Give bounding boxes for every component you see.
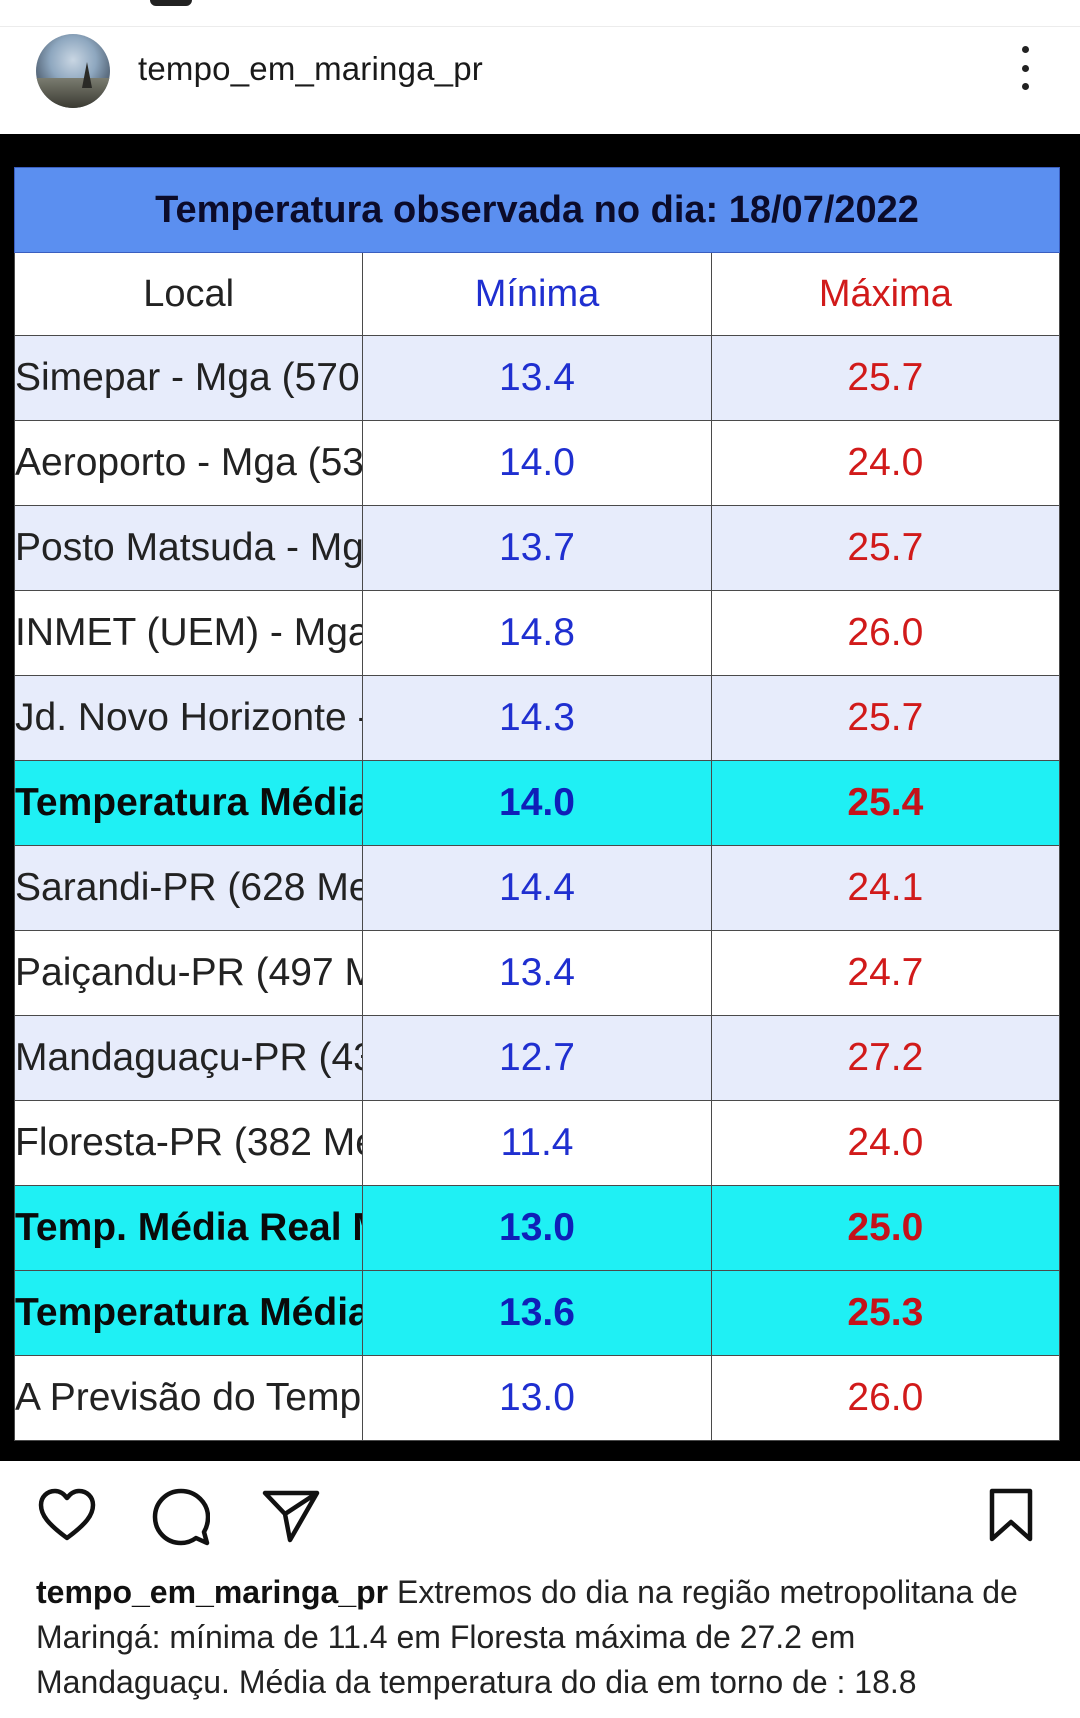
table-row: Temperatura Média Real da Região13.625.3 [13, 1270, 1061, 1356]
row-max: 26.0 [710, 590, 1061, 676]
row-local: Temperatura Média Real Maringá [13, 760, 364, 846]
row-local: Aeroporto - Mga (530 Metros) [13, 420, 364, 506]
row-max: 24.7 [710, 930, 1061, 1016]
row-max: 25.7 [710, 505, 1061, 591]
row-local: Temperatura Média Real da Região [13, 1270, 364, 1356]
table-row: Temp. Média Real Munic. Vizinhos13.025.0 [13, 1185, 1061, 1271]
row-min: 14.0 [362, 760, 712, 846]
table-row: Jd. Novo Horizonte - Mga (529 Metros)14.… [13, 675, 1061, 761]
row-max: 24.1 [710, 845, 1061, 931]
row-local: Temp. Média Real Munic. Vizinhos [13, 1185, 364, 1271]
row-max: 26.0 [710, 1355, 1061, 1441]
table-title-row: Temperatura observada no dia: 18/07/2022 [14, 167, 1060, 253]
row-min: 14.0 [362, 420, 712, 506]
bookmark-icon[interactable] [988, 1488, 1034, 1542]
row-max: 25.3 [710, 1270, 1061, 1356]
heart-icon[interactable] [38, 1488, 96, 1542]
row-max: 27.2 [710, 1015, 1061, 1101]
header-max: Máxima [710, 252, 1061, 336]
row-local: Mandaguaçu-PR (436 Metros) [13, 1015, 364, 1101]
row-min: 14.3 [362, 675, 712, 761]
row-local: Simepar - Mga (570 Metros) [13, 335, 364, 421]
table-row: Aeroporto - Mga (530 Metros)14.024.0 [13, 420, 1061, 506]
avatar[interactable] [36, 34, 110, 108]
post-caption: tempo_em_maringa_pr Extremos do dia na r… [36, 1570, 1051, 1705]
more-options-icon[interactable] [1015, 46, 1035, 90]
status-strip [0, 0, 1080, 27]
avatar-spire [82, 62, 92, 88]
post-actions [0, 1488, 1080, 1548]
row-local: INMET (UEM) - Mga (548 Metros) [13, 590, 364, 676]
table-row: Floresta-PR (382 Metros)11.424.0 [13, 1100, 1061, 1186]
table-row: INMET (UEM) - Mga (548 Metros)14.826.0 [13, 590, 1061, 676]
temperature-table: Temperatura observada no dia: 18/07/2022… [13, 167, 1061, 1441]
cut-off-text [150, 0, 192, 6]
row-min: 12.7 [362, 1015, 712, 1101]
table-row: Temperatura Média Real Maringá14.025.4 [13, 760, 1061, 846]
row-max: 24.0 [710, 1100, 1061, 1186]
comment-icon[interactable] [152, 1488, 210, 1546]
post-image[interactable]: Temperatura observada no dia: 18/07/2022… [0, 134, 1080, 1461]
table-title: Temperatura observada no dia: 18/07/2022 [14, 167, 1060, 253]
avatar-ground [36, 78, 110, 108]
row-min: 13.4 [362, 930, 712, 1016]
table-header-row: Local Mínima Máxima [13, 252, 1061, 336]
row-local: A Previsão do Tempo Era de : [13, 1355, 364, 1441]
row-min: 13.7 [362, 505, 712, 591]
row-local: Jd. Novo Horizonte - Mga (529 Metros) [13, 675, 364, 761]
post-header: tempo_em_maringa_pr [0, 28, 1080, 134]
table-row: Paiçandu-PR (497 Metros)13.424.7 [13, 930, 1061, 1016]
row-local: Sarandi-PR (628 Metros) [13, 845, 364, 931]
share-icon[interactable] [262, 1488, 320, 1544]
table-row: Simepar - Mga (570 Metros)13.425.7 [13, 335, 1061, 421]
row-min: 14.8 [362, 590, 712, 676]
table-row: Sarandi-PR (628 Metros)14.424.1 [13, 845, 1061, 931]
table-row: Posto Matsuda - Mga (579 Metros)13.725.7 [13, 505, 1061, 591]
row-min: 14.4 [362, 845, 712, 931]
temperature-table-wrap: Temperatura observada no dia: 18/07/2022… [13, 167, 1061, 1441]
row-min: 13.0 [362, 1355, 712, 1441]
row-local: Paiçandu-PR (497 Metros) [13, 930, 364, 1016]
row-min: 11.4 [362, 1100, 712, 1186]
row-min: 13.6 [362, 1270, 712, 1356]
table-row: Mandaguaçu-PR (436 Metros)12.727.2 [13, 1015, 1061, 1101]
row-local: Floresta-PR (382 Metros) [13, 1100, 364, 1186]
row-min: 13.0 [362, 1185, 712, 1271]
header-local: Local [13, 252, 364, 336]
row-max: 25.7 [710, 335, 1061, 421]
table-row: A Previsão do Tempo Era de :13.026.0 [13, 1355, 1061, 1441]
caption-username[interactable]: tempo_em_maringa_pr [36, 1574, 389, 1610]
row-max: 25.7 [710, 675, 1061, 761]
row-max: 25.0 [710, 1185, 1061, 1271]
post-username[interactable]: tempo_em_maringa_pr [138, 50, 483, 87]
caption-text: Extremos do dia na região metropolitana … [36, 1574, 1018, 1700]
row-max: 24.0 [710, 420, 1061, 506]
row-min: 13.4 [362, 335, 712, 421]
header-min: Mínima [362, 252, 712, 336]
row-max: 25.4 [710, 760, 1061, 846]
row-local: Posto Matsuda - Mga (579 Metros) [13, 505, 364, 591]
